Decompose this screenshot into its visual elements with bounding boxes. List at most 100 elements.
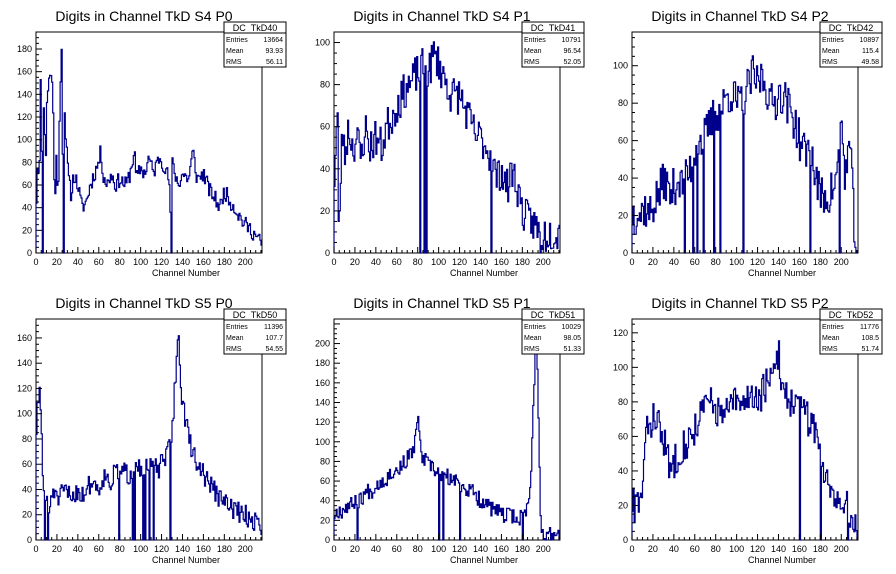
- x-tick-label: 200: [238, 544, 253, 554]
- stats-rms-label: RMS: [822, 346, 838, 353]
- x-tick-label: 200: [238, 257, 253, 267]
- x-tick-label: 100: [133, 544, 148, 554]
- y-tick-label: 100: [315, 437, 330, 447]
- y-tick-label: 180: [17, 44, 32, 54]
- stats-rms-value: 52.05: [563, 59, 581, 66]
- y-tick-label: 40: [22, 203, 32, 213]
- x-tick-label: 140: [473, 544, 488, 554]
- histogram-series-line: [333, 41, 560, 254]
- y-tick-label: 160: [17, 67, 32, 77]
- stats-entries-label: Entries: [226, 37, 248, 44]
- y-tick-label: 80: [22, 434, 32, 444]
- stats-entries-value: 10897: [860, 37, 880, 44]
- x-tick-label: 140: [473, 257, 488, 267]
- y-tick-label: 80: [22, 157, 32, 167]
- stats-mean-value: 96.54: [563, 48, 581, 55]
- stats-box-frame: [521, 21, 585, 68]
- histogram-series-line: [631, 55, 858, 254]
- x-tick-label: 200: [536, 257, 551, 267]
- stats-box-frame: [819, 21, 883, 68]
- x-axis-label: Channel Number: [152, 555, 220, 565]
- y-tick-label: 160: [315, 378, 330, 388]
- stats-histogram-name: DC_TkD41: [531, 23, 576, 33]
- stats-entries-value: 11396: [264, 324, 283, 331]
- x-tick-label: 180: [813, 544, 828, 554]
- y-tick-label: 100: [17, 409, 32, 419]
- stats-entries-value: 11776: [860, 324, 879, 331]
- y-tick-label: 60: [22, 180, 32, 190]
- stats-rms-value: 51.33: [563, 346, 581, 353]
- y-tick-label: 100: [17, 135, 32, 145]
- histogram-series-line: [35, 335, 262, 541]
- y-tick-label: 80: [618, 98, 628, 108]
- x-tick-label: 180: [217, 257, 232, 267]
- x-tick-label: 120: [750, 257, 765, 267]
- stats-histogram-name: DC_TkD40: [233, 23, 278, 33]
- y-tick-label: 40: [618, 173, 628, 183]
- x-tick-label: 160: [196, 257, 211, 267]
- y-tick-label: 160: [17, 333, 32, 343]
- plot-frame: [631, 31, 859, 254]
- y-tick-label: 80: [618, 397, 628, 407]
- stats-entries-value: 10029: [562, 324, 582, 331]
- y-tick-label: 60: [320, 476, 330, 486]
- x-tick-label: 100: [431, 257, 446, 267]
- stats-box: DC_TkD52 Entries 11776 Mean 108.5 RMS 51.74: [819, 308, 883, 355]
- x-tick-label: 100: [133, 257, 148, 267]
- x-tick-label: 0: [33, 257, 38, 267]
- x-tick-label: 20: [52, 257, 62, 267]
- x-tick-label: 80: [413, 257, 423, 267]
- y-tick-label: 200: [315, 339, 330, 349]
- x-tick-label: 40: [73, 257, 83, 267]
- x-tick-label: 120: [750, 544, 765, 554]
- x-tick-label: 40: [371, 544, 381, 554]
- y-tick-label: 60: [618, 136, 628, 146]
- stats-rms-value: 56.11: [266, 59, 283, 66]
- stats-mean-label: Mean: [524, 48, 542, 55]
- plot-frame: [35, 31, 263, 254]
- y-tick-label: 140: [17, 89, 32, 99]
- chart-title: Digits in Channel TkD S4 P2: [651, 8, 828, 24]
- x-tick-label: 200: [834, 257, 849, 267]
- stats-mean-label: Mean: [822, 335, 840, 342]
- y-tick-label: 40: [22, 484, 32, 494]
- y-tick-label: 20: [618, 500, 628, 510]
- x-tick-label: 0: [629, 257, 634, 267]
- y-tick-label: 20: [320, 515, 330, 525]
- stats-box: DC_TkD40 Entries 13664 Mean 93.93 RMS 56.11: [223, 21, 287, 68]
- x-tick-label: 20: [52, 544, 62, 554]
- x-tick-label: 100: [431, 544, 446, 554]
- stats-histogram-name: DC_TkD51: [531, 310, 576, 320]
- stats-mean-label: Mean: [226, 335, 244, 342]
- stats-histogram-name: DC_TkD52: [829, 310, 874, 320]
- stats-entries-label: Entries: [822, 324, 844, 331]
- x-tick-label: 80: [413, 544, 423, 554]
- y-tick-label: 80: [320, 80, 330, 90]
- stats-mean-value: 108.5: [861, 335, 879, 342]
- stats-box-frame: [819, 308, 883, 355]
- y-tick-label: 20: [320, 206, 330, 216]
- y-tick-label: 100: [315, 38, 330, 48]
- stats-rms-value: 54.55: [265, 346, 283, 353]
- y-tick-label: 140: [17, 358, 32, 368]
- histogram-panel: Digits in Channel TkD S4 P2 0 20 40 60 80 100 1…: [613, 8, 883, 278]
- y-tick-label: 40: [618, 466, 628, 476]
- x-tick-label: 60: [690, 257, 700, 267]
- stats-mean-label: Mean: [822, 48, 840, 55]
- histogram-panel: Digits in Channel TkD S5 P1 0 20 40 60 80 100 1…: [315, 295, 585, 565]
- stats-rms-label: RMS: [822, 59, 838, 66]
- stats-rms-label: RMS: [524, 346, 540, 353]
- stats-rms-label: RMS: [226, 346, 242, 353]
- stats-rms-label: RMS: [226, 59, 242, 66]
- stats-mean-label: Mean: [524, 335, 542, 342]
- x-tick-label: 80: [711, 544, 721, 554]
- y-tick-label: 120: [17, 112, 32, 122]
- chart-title: Digits in Channel TkD S5 P0: [55, 295, 232, 311]
- x-tick-label: 200: [834, 544, 849, 554]
- stats-mean-value: 115.4: [862, 48, 879, 55]
- x-axis-label: Channel Number: [152, 268, 220, 278]
- histogram-panel: Digits in Channel TkD S5 P2 0 20 40 60 80 100 1…: [613, 295, 883, 565]
- chart-title: Digits in Channel TkD S5 P1: [353, 295, 530, 311]
- chart-title: Digits in Channel TkD S5 P2: [651, 295, 828, 311]
- chart-title: Digits in Channel TkD S4 P1: [353, 8, 530, 24]
